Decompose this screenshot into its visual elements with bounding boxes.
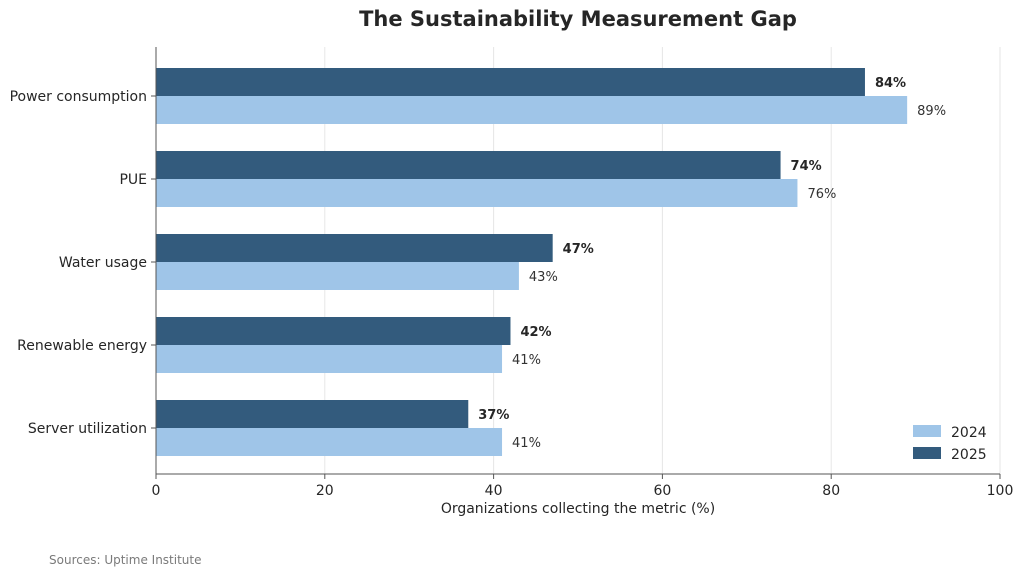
bar-2024-1 <box>156 179 798 207</box>
x-tick-label: 100 <box>987 483 1014 499</box>
x-axis-title: Organizations collecting the metric (%) <box>441 501 715 517</box>
category-label: Server utilization <box>28 421 147 437</box>
category-label: Water usage <box>59 255 147 271</box>
bar-2024-2 <box>156 262 519 290</box>
x-tick-label: 60 <box>653 483 671 499</box>
data-label-2025: 74% <box>791 159 822 174</box>
category-label: Renewable energy <box>17 338 147 354</box>
data-label-2025: 84% <box>875 76 906 91</box>
x-tick-label: 40 <box>485 483 503 499</box>
data-label-2024: 43% <box>529 270 558 285</box>
category-label: PUE <box>119 172 147 188</box>
chart-title: The Sustainability Measurement Gap <box>359 7 797 31</box>
legend-swatch-2024 <box>913 425 941 437</box>
data-label-2024: 41% <box>512 353 541 368</box>
data-label-2024: 89% <box>917 104 946 119</box>
legend: 2024 2025 <box>913 425 987 463</box>
x-tick-label: 0 <box>152 483 161 499</box>
bar-2025-0 <box>156 68 865 96</box>
legend-label: 2024 <box>951 425 987 441</box>
legend-label: 2025 <box>951 447 987 463</box>
bar-2024-4 <box>156 428 503 456</box>
bar-2025-1 <box>156 151 781 179</box>
data-label-2025: 37% <box>478 408 509 423</box>
legend-swatch-2025 <box>913 447 941 459</box>
data-label-2024: 41% <box>512 436 541 451</box>
bar-2025-4 <box>156 400 469 428</box>
category-label: Power consumption <box>10 89 147 105</box>
x-tick-label: 80 <box>822 483 840 499</box>
x-tick-label: 20 <box>316 483 334 499</box>
labels-group: 0 20 40 60 80 100 84% 89% Power consumption 74% 76… <box>10 76 1014 499</box>
data-label-2025: 42% <box>520 325 551 340</box>
data-label-2024: 76% <box>807 187 836 202</box>
bars-group <box>156 68 908 456</box>
source-note: Sources: Uptime Institute <box>49 553 202 567</box>
bar-2025-3 <box>156 317 511 345</box>
data-label-2025: 47% <box>563 242 594 257</box>
axes-group <box>151 47 1001 479</box>
bar-2024-0 <box>156 96 908 124</box>
bar-2024-3 <box>156 345 503 373</box>
bar-2025-2 <box>156 234 553 262</box>
